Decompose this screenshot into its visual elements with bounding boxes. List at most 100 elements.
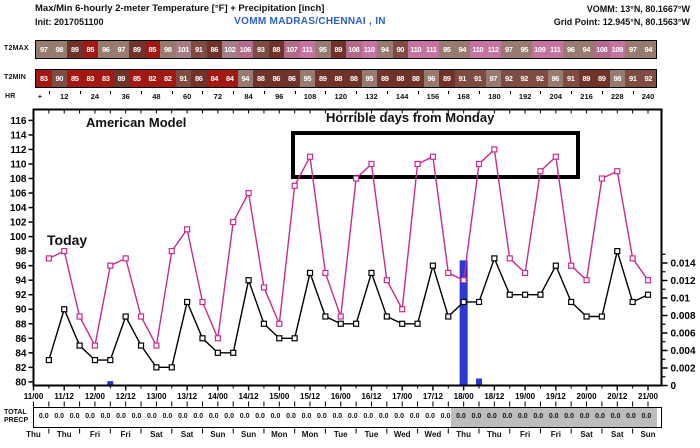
t2min-cell: 88 xyxy=(408,70,424,87)
hr-number: 72 xyxy=(213,92,223,101)
day-label: Wed xyxy=(393,430,411,439)
t2min-marker xyxy=(214,349,221,356)
t2max-cell: 111 xyxy=(423,41,439,58)
precip-value: 0.0 xyxy=(147,413,157,420)
t2max-marker xyxy=(429,153,437,160)
precip-value: 0.0 xyxy=(208,413,219,420)
t2min-marker xyxy=(506,291,513,298)
temp-axis-label: 82 xyxy=(15,363,27,374)
t2max-cell: 110 xyxy=(470,41,486,58)
t2max-marker xyxy=(629,255,636,262)
day-label: Sun xyxy=(210,430,226,439)
precip-value: 0.0 xyxy=(378,413,389,420)
t2max-cell: 107 xyxy=(284,41,300,58)
precip-value: 0.0 xyxy=(301,413,312,420)
t2max-marker xyxy=(153,342,160,349)
t2min-marker xyxy=(598,313,606,320)
t2min-marker xyxy=(460,298,467,306)
t2max-cell: 97 xyxy=(625,41,641,58)
precip-value: 0.0 xyxy=(100,413,111,420)
t2min-cell: 92 xyxy=(516,70,532,87)
t2max-marker xyxy=(583,277,590,284)
t2min-marker xyxy=(614,248,621,255)
t2max-cell: 98 xyxy=(51,41,67,58)
day-label: Tue xyxy=(364,430,379,439)
precip-value: 0.0 xyxy=(270,413,281,420)
t2min-marker xyxy=(337,320,344,327)
t2max-cell: 94 xyxy=(377,41,393,58)
t2max-cell: 110 xyxy=(408,41,424,58)
x-axis-label: 11/12 xyxy=(54,392,74,401)
precip-value: 0.0 xyxy=(255,413,265,420)
t2min-marker xyxy=(91,356,99,364)
hr-number: 204 xyxy=(549,92,563,101)
t2min-cell: 91 xyxy=(625,70,641,87)
t2max-cell: 108 xyxy=(594,41,610,58)
precip-bar xyxy=(476,378,483,386)
t2max-marker xyxy=(368,160,375,168)
hr-number: 240 xyxy=(641,92,655,101)
x-axis-label: 20/00 xyxy=(577,392,598,401)
hr-number: 36 xyxy=(121,92,130,101)
station-name: VOMM MADRAS/CHENNAI , IN xyxy=(234,16,386,27)
x-axis-label: 18/00 xyxy=(454,392,475,401)
t2max-cell-row: 97 98 89 85 96 97 89 85 98 101 91 86 102 106 93 88 107 11… xyxy=(35,40,657,59)
day-label: Fri xyxy=(89,430,101,439)
t2max-marker xyxy=(245,189,252,197)
t2max-cell: 95 xyxy=(315,41,331,58)
hr-minor-tick xyxy=(509,91,511,94)
t2min-marker xyxy=(137,342,145,349)
precip-value: 0.0 xyxy=(425,413,435,420)
temp-axis-label: 102 xyxy=(10,218,27,229)
t2min-cell: 86 xyxy=(284,70,300,87)
t2min-cell: 85 xyxy=(67,70,83,87)
t2max-cell: 89 xyxy=(330,41,346,58)
t2min-marker xyxy=(429,262,437,269)
precip-value: 0.0 xyxy=(487,413,497,420)
x-axis-label: 19/12 xyxy=(546,392,567,401)
t2max-line xyxy=(48,148,649,348)
precip-value: 0.0 xyxy=(394,413,405,420)
t2max-cell: 89 xyxy=(129,41,145,58)
hr-row-label: HR xyxy=(5,93,16,100)
precip-value: 0.0 xyxy=(517,413,528,420)
hr-number: 156 xyxy=(426,92,440,101)
t2max-cell: 96 xyxy=(98,41,114,58)
hr-number: 84 xyxy=(244,92,253,101)
t2min-marker xyxy=(399,320,406,327)
t2max-cell: 91 xyxy=(191,41,207,58)
station-coordinates: VOMM: 13°N, 80.1667°W xyxy=(586,4,690,14)
day-label: Mon xyxy=(271,430,288,439)
day-label: Fri xyxy=(550,430,561,439)
x-axis-label: 16/00 xyxy=(331,392,352,401)
x-axis-label: 17/00 xyxy=(392,392,413,401)
day-label: Sat xyxy=(180,430,194,439)
t2min-marker xyxy=(521,291,529,298)
annotation-horrible-days: Horrible days from Monday xyxy=(326,110,495,125)
t2max-marker xyxy=(383,277,390,284)
x-axis-label: 13/12 xyxy=(177,392,198,401)
t2min-marker xyxy=(414,320,421,327)
t2min-marker xyxy=(491,255,498,262)
temp-axis-label: 80 xyxy=(15,377,27,388)
temp-axis-label: 96 xyxy=(15,261,27,272)
t2min-cell: 91 xyxy=(175,70,191,87)
hr-number: 132 xyxy=(365,92,378,101)
t2min-cell: 91 xyxy=(563,70,579,87)
t2max-cell: 93 xyxy=(253,41,269,58)
t2max-marker xyxy=(568,262,575,269)
temp-axis-label: 104 xyxy=(10,203,27,214)
temp-axis-label: 88 xyxy=(15,319,27,330)
day-label: Wed xyxy=(424,430,442,439)
total-precip-label-line2: PRECP xyxy=(4,417,29,424)
t2min-marker xyxy=(644,291,652,298)
t2min-cell: 88 xyxy=(330,70,346,87)
t2min-cell-row: 83 90 85 83 83 89 85 82 82 91 86 84 84 94 88 86 86 95 89 88… xyxy=(35,69,657,88)
t2min-marker xyxy=(260,320,268,327)
t2max-marker xyxy=(399,306,406,313)
t2max-marker xyxy=(137,313,145,320)
precip-value: 0.0 xyxy=(69,413,80,420)
t2max-cell: 88 xyxy=(268,41,284,58)
precip-value: 0.0 xyxy=(332,413,343,420)
